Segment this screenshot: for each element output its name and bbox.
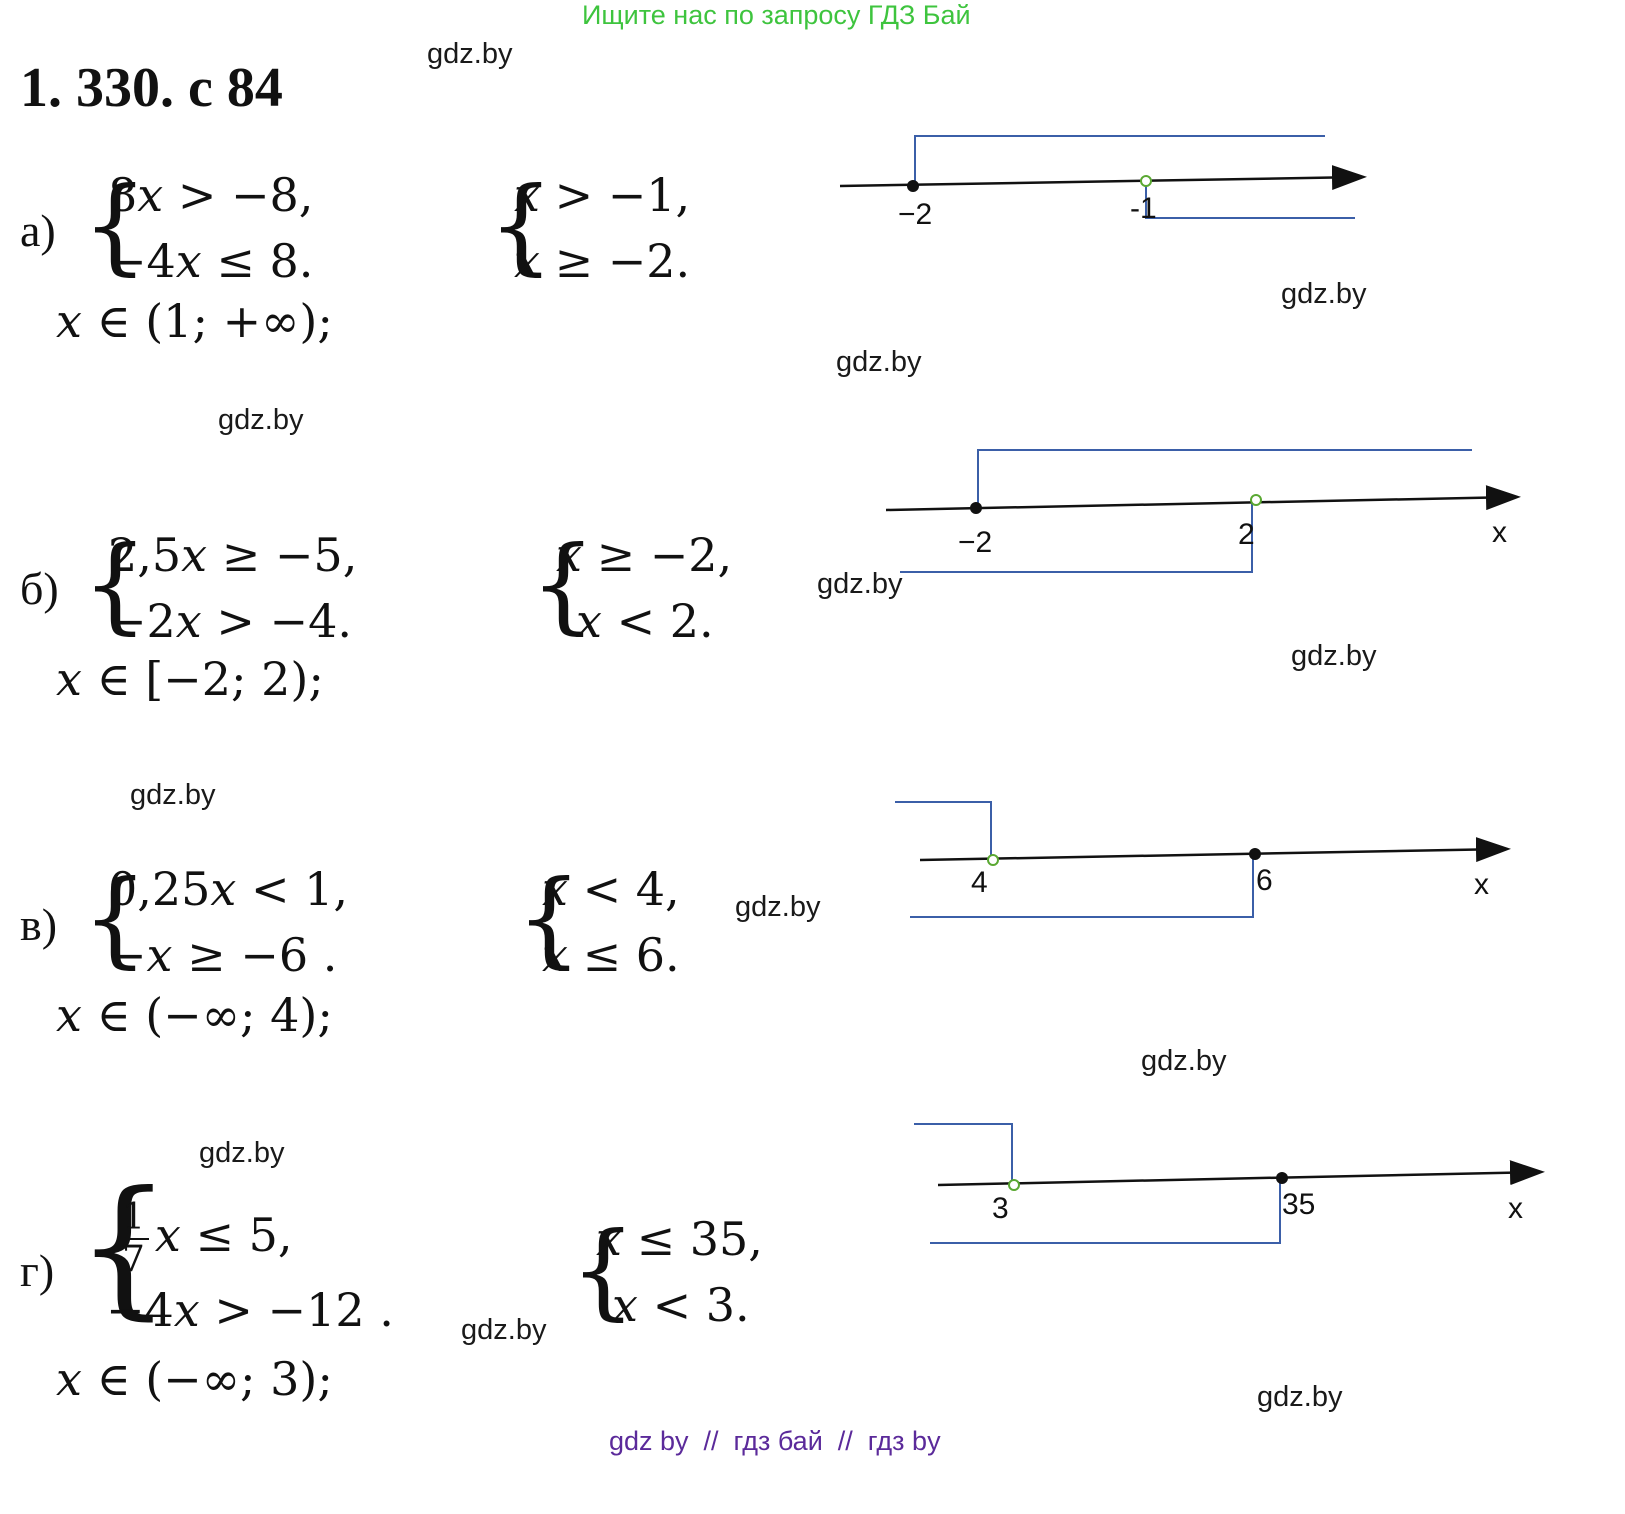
- tick-label: -1: [1130, 192, 1157, 225]
- interval-hatch-upper: [977, 449, 1472, 508]
- tick-label: 3: [992, 1192, 1009, 1225]
- closed-point: [1276, 1172, 1288, 1184]
- part-c-answer: 𝑥 ∈ (−∞; 4);: [56, 988, 333, 1042]
- open-point: [987, 854, 999, 866]
- system-brace: {: [570, 1209, 637, 1331]
- part-b-answer: 𝑥 ∈ [−2; 2);: [56, 652, 324, 706]
- fraction-denominator: 7: [122, 1239, 145, 1280]
- top-banner: Ищите нас по запросу ГДЗ Бай: [582, 0, 971, 30]
- interval-hatch-upper: [914, 1123, 1013, 1185]
- tick-label: −2: [958, 526, 993, 559]
- inequality: 𝑥 ≥ −2.: [514, 234, 691, 288]
- part-c-system-1: 0,25𝑥 < 1, −𝑥 ≥ −6 .: [108, 856, 348, 988]
- inequality: 𝑥 ≥ −2,: [556, 528, 733, 582]
- part-d-system-1: 1 7 𝑥 ≤ 5, −4𝑥 > −12 .: [106, 1190, 394, 1340]
- interval-hatch-lower: [1145, 181, 1355, 219]
- inequality-rest: 𝑥 ≤ 5,: [154, 1208, 293, 1262]
- watermark: gdz.by: [836, 346, 922, 378]
- open-point: [1008, 1179, 1020, 1191]
- part-c-system-2: 𝑥 < 4, 𝑥 ≤ 6.: [542, 856, 680, 988]
- system-brace: {: [76, 1160, 172, 1334]
- watermark: gdz.by: [427, 38, 513, 70]
- inequality: 8𝑥 > −8,: [108, 168, 314, 222]
- number-line-b: [885, 449, 1521, 573]
- system-brace: {: [82, 857, 149, 979]
- interval-hatch-lower: [910, 854, 1254, 918]
- system-brace: {: [530, 523, 597, 645]
- watermark: gdz.by: [199, 1137, 285, 1169]
- footer-links: gdz by // гдз бай // гдз by: [609, 1426, 941, 1456]
- part-b-system-2: 𝑥 ≥ −2, 𝑥 < 2.: [556, 522, 732, 654]
- open-point: [1140, 175, 1152, 187]
- number-line-a: [839, 135, 1367, 219]
- axis-label: x: [1492, 516, 1507, 549]
- closed-point: [1249, 848, 1261, 860]
- closed-point: [970, 502, 982, 514]
- fraction-numerator: 1: [118, 1198, 149, 1240]
- part-a-answer: 𝑥 ∈ (1; +∞);: [56, 294, 333, 348]
- system-brace: {: [516, 857, 583, 979]
- inequality: −𝑥 ≥ −6 .: [108, 928, 338, 982]
- part-d-system-2: 𝑥 ≤ 35, 𝑥 < 3.: [596, 1206, 763, 1338]
- open-point: [1250, 494, 1262, 506]
- inequality: 𝑥 ≤ 6.: [542, 928, 680, 982]
- inequality: 𝑥 < 3.: [612, 1278, 750, 1332]
- watermark: gdz.by: [1257, 1381, 1343, 1413]
- axis-line: [919, 837, 1511, 863]
- part-a-system-1: 8𝑥 > −8, −4𝑥 ≤ 8.: [108, 162, 313, 294]
- interval-hatch-upper: [914, 135, 1325, 186]
- tick-label: 35: [1282, 1188, 1316, 1221]
- inequality: −4𝑥 ≤ 8.: [108, 234, 314, 288]
- axis-label: x: [1508, 1192, 1523, 1225]
- tick-label: 2: [1238, 518, 1255, 551]
- inequality: 0,25𝑥 < 1,: [108, 862, 349, 916]
- tick-label: −2: [898, 198, 933, 231]
- number-line-c: [895, 801, 1511, 918]
- part-a-system-2: 𝑥 > −1, 𝑥 ≥ −2.: [514, 162, 690, 294]
- inequality: 1 7 𝑥 ≤ 5,: [118, 1190, 394, 1280]
- watermark: gdz.by: [1291, 640, 1377, 672]
- axis-line: [839, 165, 1367, 191]
- axis-line: [885, 485, 1521, 512]
- exercise-heading: 1. 330. с 84: [20, 57, 283, 119]
- inequality: 𝑥 ≤ 35,: [596, 1212, 763, 1266]
- part-a-label: а): [20, 205, 56, 256]
- tick-label: 6: [1256, 864, 1273, 897]
- axis-label: x: [1474, 868, 1489, 901]
- part-d-label: г): [20, 1245, 55, 1296]
- interval-hatch-upper: [895, 801, 992, 860]
- watermark: gdz.by: [130, 779, 216, 811]
- part-d-answer: 𝑥 ∈ (−∞; 3);: [56, 1352, 333, 1406]
- watermark: gdz.by: [1281, 278, 1367, 310]
- system-brace: {: [488, 164, 555, 286]
- watermark: gdz.by: [817, 568, 903, 600]
- inequality: 𝑥 < 2.: [576, 594, 714, 648]
- system-brace: {: [82, 523, 149, 645]
- interval-hatch-lower: [900, 500, 1253, 573]
- closed-point: [907, 180, 919, 192]
- part-b-label: б): [20, 563, 59, 614]
- axis-line: [937, 1160, 1545, 1187]
- inequality: 𝑥 < 4,: [542, 862, 680, 916]
- watermark: gdz.by: [1141, 1045, 1227, 1077]
- inequality: 𝑥 > −1,: [514, 168, 691, 222]
- number-line-d: [914, 1123, 1545, 1244]
- tick-label: 4: [971, 866, 988, 899]
- interval-hatch-lower: [930, 1178, 1281, 1244]
- part-c-label: в): [20, 899, 58, 950]
- inequality: 2,5𝑥 ≥ −5,: [108, 528, 358, 582]
- watermark: gdz.by: [461, 1314, 547, 1346]
- fraction: 1 7: [118, 1198, 149, 1280]
- part-b-system-1: 2,5𝑥 ≥ −5, −2𝑥 > −4.: [108, 522, 357, 654]
- watermark: gdz.by: [218, 404, 304, 436]
- inequality: −4𝑥 > −12 .: [106, 1283, 394, 1337]
- watermark: gdz.by: [735, 891, 821, 923]
- system-brace: {: [82, 164, 149, 286]
- inequality: −2𝑥 > −4.: [108, 594, 352, 648]
